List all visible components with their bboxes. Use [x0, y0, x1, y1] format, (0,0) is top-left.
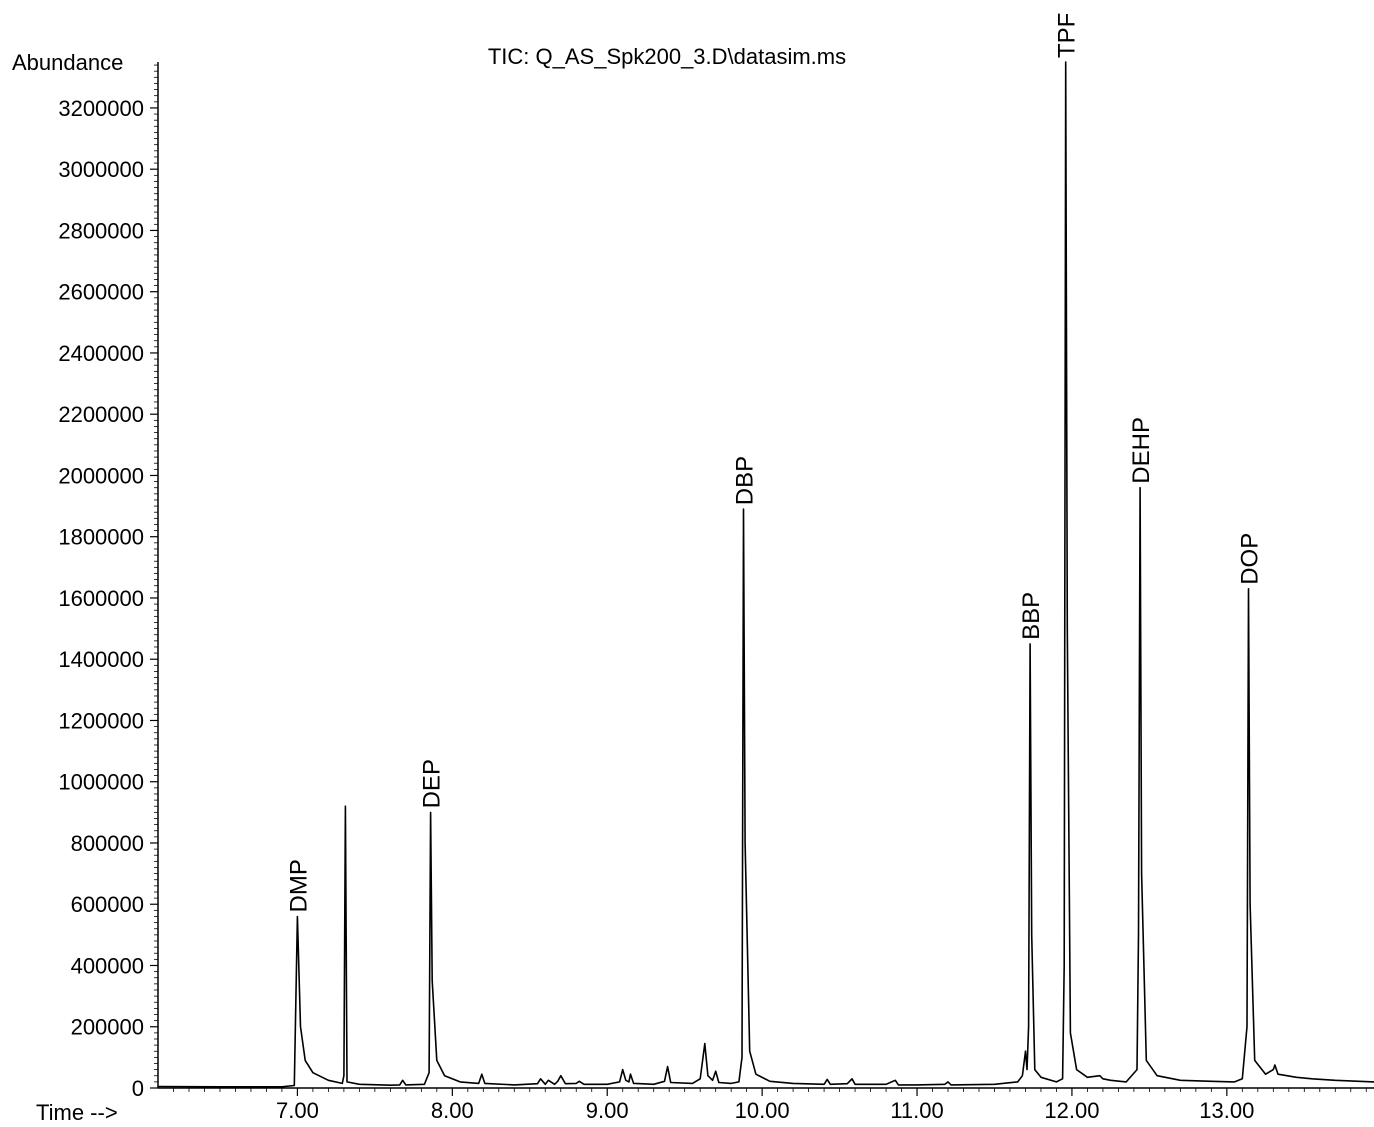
- y-tick-label: 2200000: [58, 402, 144, 427]
- x-tick-label: 11.00: [890, 1098, 943, 1123]
- y-tick-label: 200000: [71, 1015, 144, 1040]
- y-tick-label: 3000000: [58, 157, 144, 182]
- peak-label: DEP: [419, 759, 446, 808]
- x-axis-label: Time -->: [36, 1100, 118, 1125]
- y-tick-label: 3200000: [58, 96, 144, 121]
- x-tick-label: 13.00: [1199, 1098, 1254, 1123]
- peak-label: DBP: [732, 456, 759, 505]
- peak-label: DOP: [1237, 533, 1264, 585]
- y-tick-label: 2800000: [58, 218, 144, 243]
- tic-trace: [157, 61, 1374, 1088]
- peak-labels: DMP DEP DBP BBP TPF DEHP DOP: [285, 13, 1263, 913]
- y-tick-label: 2600000: [58, 280, 144, 305]
- peak-label: BBP: [1018, 592, 1045, 640]
- y-tick-label: 1800000: [58, 525, 144, 550]
- y-tick-label: 2400000: [58, 341, 144, 366]
- peak-label: DEHP: [1128, 417, 1155, 484]
- peak-label: TPF: [1054, 13, 1081, 58]
- y-tick-label: 800000: [71, 831, 144, 856]
- x-tick-label: 10.00: [735, 1098, 790, 1123]
- x-tick-label: 7.00: [276, 1098, 319, 1123]
- x-tick-label: 9.00: [586, 1098, 629, 1123]
- y-axis-label: Abundance: [12, 50, 123, 75]
- y-tick-label: 400000: [71, 953, 144, 978]
- chart-title: TIC: Q_AS_Spk200_3.D\datasim.ms: [488, 44, 846, 69]
- y-tick-label: 0: [132, 1076, 144, 1101]
- y-tick-label: 600000: [71, 892, 144, 917]
- y-tick-label: 2000000: [58, 463, 144, 488]
- axes: [157, 62, 1374, 1089]
- ticks: 0 200000 400000 600000 800000 1000000 1200000 1…: [58, 64, 1367, 1123]
- x-tick-label: 8.00: [431, 1098, 474, 1123]
- x-tick-label: 12.00: [1044, 1098, 1099, 1123]
- series-group: [157, 61, 1374, 1088]
- y-tick-label: 1200000: [58, 708, 144, 733]
- peak-label: DMP: [285, 859, 312, 912]
- y-tick-label: 1400000: [58, 647, 144, 672]
- y-tick-label: 1600000: [58, 586, 144, 611]
- y-tick-label: 1000000: [58, 770, 144, 795]
